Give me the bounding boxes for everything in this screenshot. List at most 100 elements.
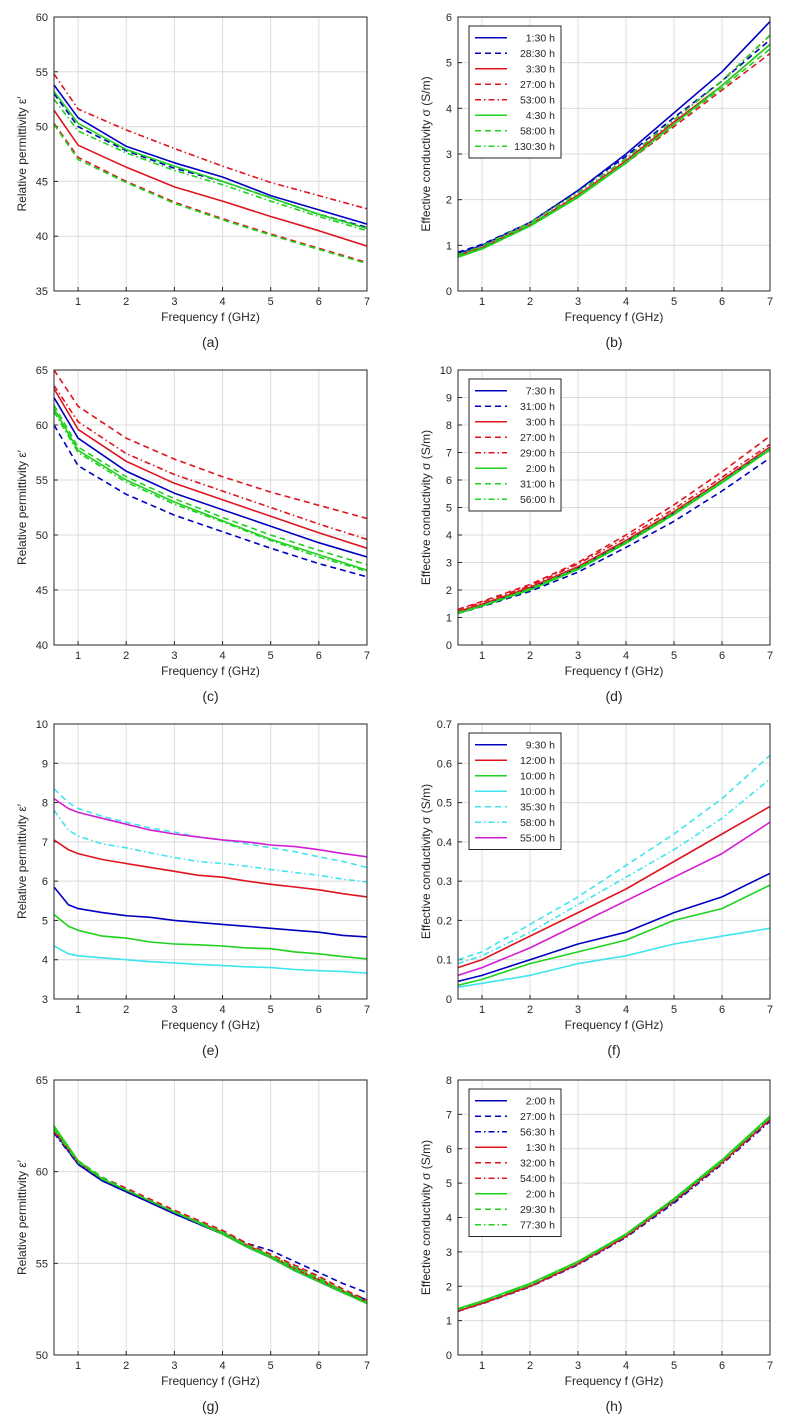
x-tick-label: 4 bbox=[219, 1004, 225, 1016]
y-tick-label: 4 bbox=[42, 955, 48, 967]
y-tick-label: 0 bbox=[446, 994, 452, 1006]
panel-d: 1 2 3 4 5 6 7 0 1 2 3 4 5 6 7 8 9 10 7:30 h 31:00 h 3:00 h 27… bbox=[419, 365, 773, 704]
series-line-7 bbox=[54, 123, 367, 265]
y-tick-label: 45 bbox=[36, 176, 48, 188]
y-tick-label: 35 bbox=[36, 286, 48, 298]
y-tick-label: 4 bbox=[446, 1213, 452, 1225]
y-tick-label: 0.5 bbox=[437, 798, 452, 810]
legend-label: 130:30 h bbox=[514, 141, 555, 153]
x-tick-label: 7 bbox=[364, 1004, 370, 1016]
x-tick-label: 4 bbox=[219, 650, 225, 662]
series-line-6 bbox=[54, 809, 367, 883]
y-axis-label: Effective conductivity σ (S/m) bbox=[419, 430, 433, 585]
panel-h: 1 2 3 4 5 6 7 0 1 2 3 4 5 6 7 8 2:00 h 27:00 h 56:30 h 1:30… bbox=[419, 1075, 773, 1414]
panel-caption: (b) bbox=[605, 334, 622, 350]
x-tick-label: 1 bbox=[75, 1360, 81, 1372]
legend-label: 32:00 h bbox=[520, 1158, 555, 1170]
y-tick-label: 0 bbox=[446, 286, 452, 298]
y-tick-label: 1 bbox=[446, 613, 452, 625]
series-line-3 bbox=[54, 109, 367, 247]
series-line-8 bbox=[458, 1116, 770, 1311]
y-tick-label: 55 bbox=[36, 475, 48, 487]
x-tick-label: 6 bbox=[719, 296, 725, 308]
x-tick-label: 2 bbox=[527, 1360, 533, 1372]
series-line-1 bbox=[458, 872, 770, 983]
series-line-2 bbox=[458, 805, 770, 969]
x-tick-label: 2 bbox=[527, 650, 533, 662]
legend-label: 4:30 h bbox=[526, 110, 555, 122]
axes-box bbox=[457, 723, 771, 1000]
x-axis-label: Frequency f (GHz) bbox=[161, 664, 260, 678]
y-tick-label: 0.4 bbox=[437, 837, 452, 849]
series-line-8 bbox=[458, 449, 770, 614]
panel-caption: (e) bbox=[202, 1042, 219, 1058]
x-tick-label: 3 bbox=[171, 1004, 177, 1016]
series-line-9 bbox=[54, 1129, 367, 1303]
y-tick-label: 60 bbox=[36, 12, 48, 24]
series-line-6 bbox=[54, 408, 367, 571]
x-tick-label: 2 bbox=[123, 296, 129, 308]
y-tick-label: 4 bbox=[446, 530, 452, 542]
x-tick-label: 6 bbox=[719, 650, 725, 662]
x-tick-label: 3 bbox=[575, 650, 581, 662]
x-tick-label: 2 bbox=[527, 1004, 533, 1016]
series-line-5 bbox=[458, 443, 770, 611]
x-tick-label: 1 bbox=[479, 1360, 485, 1372]
y-tick-label: 0.3 bbox=[437, 876, 452, 888]
x-tick-label: 2 bbox=[527, 296, 533, 308]
legend-label: 27:00 h bbox=[520, 432, 555, 444]
y-tick-label: 10 bbox=[36, 719, 48, 731]
y-tick-label: 65 bbox=[36, 1075, 48, 1087]
legend-label: 2:00 h bbox=[526, 1189, 555, 1201]
y-tick-label: 3 bbox=[446, 558, 452, 570]
x-tick-label: 1 bbox=[479, 296, 485, 308]
legend-label: 55:00 h bbox=[520, 833, 555, 845]
axes-box bbox=[53, 1079, 368, 1356]
series-line-2 bbox=[54, 424, 367, 578]
x-tick-label: 6 bbox=[316, 1360, 322, 1372]
x-axis-label: Frequency f (GHz) bbox=[161, 1374, 260, 1388]
series-line-7 bbox=[54, 797, 367, 858]
x-tick-label: 5 bbox=[671, 296, 677, 308]
y-tick-label: 60 bbox=[36, 420, 48, 432]
x-axis-label: Frequency f (GHz) bbox=[565, 1018, 664, 1032]
y-axis-label: Effective conductivity σ (S/m) bbox=[419, 76, 433, 231]
x-tick-label: 3 bbox=[575, 1004, 581, 1016]
legend-label: 9:30 h bbox=[526, 740, 555, 752]
x-tick-label: 3 bbox=[575, 296, 581, 308]
axes-box bbox=[457, 16, 771, 292]
legend-label: 1:30 h bbox=[526, 1142, 555, 1154]
series-line-8 bbox=[54, 411, 367, 573]
x-tick-label: 4 bbox=[623, 296, 629, 308]
legend-label: 31:00 h bbox=[520, 401, 555, 413]
legend-label: 10:00 h bbox=[520, 786, 555, 798]
series-line-7 bbox=[458, 447, 770, 614]
y-tick-label: 9 bbox=[42, 758, 48, 770]
legend-label: 1:30 h bbox=[526, 33, 555, 45]
y-tick-label: 3 bbox=[446, 1247, 452, 1259]
y-tick-label: 0.6 bbox=[437, 758, 452, 770]
legend-label: 29:00 h bbox=[520, 448, 555, 460]
x-tick-label: 6 bbox=[719, 1360, 725, 1372]
series-line-2 bbox=[54, 93, 367, 229]
y-tick-label: 50 bbox=[36, 530, 48, 542]
y-tick-label: 3 bbox=[42, 994, 48, 1006]
x-tick-label: 5 bbox=[268, 1004, 274, 1016]
y-axis-label: Effective conductivity σ (S/m) bbox=[419, 1140, 433, 1295]
y-tick-label: 5 bbox=[446, 1178, 452, 1190]
y-tick-label: 60 bbox=[36, 1167, 48, 1179]
legend: 1:30 h 28:30 h 3:30 h 27:00 h 53:00 h 4:30 h 5… bbox=[468, 25, 562, 159]
y-tick-label: 2 bbox=[446, 585, 452, 597]
axes-box bbox=[53, 723, 368, 1000]
y-tick-label: 0 bbox=[446, 1350, 452, 1362]
series-line-7 bbox=[458, 48, 770, 258]
x-tick-label: 5 bbox=[671, 650, 677, 662]
y-tick-label: 1 bbox=[446, 240, 452, 252]
y-tick-label: 6 bbox=[446, 475, 452, 487]
x-tick-label: 2 bbox=[123, 1360, 129, 1372]
legend-label: 56:30 h bbox=[520, 1127, 555, 1139]
y-axis-label: Relative permittivity ε′ bbox=[15, 1159, 29, 1275]
x-tick-label: 4 bbox=[219, 296, 225, 308]
legend: 9:30 h 12:00 h 10:00 h 10:00 h 35:30 h 58:00 … bbox=[468, 732, 562, 850]
x-tick-label: 7 bbox=[767, 1360, 773, 1372]
